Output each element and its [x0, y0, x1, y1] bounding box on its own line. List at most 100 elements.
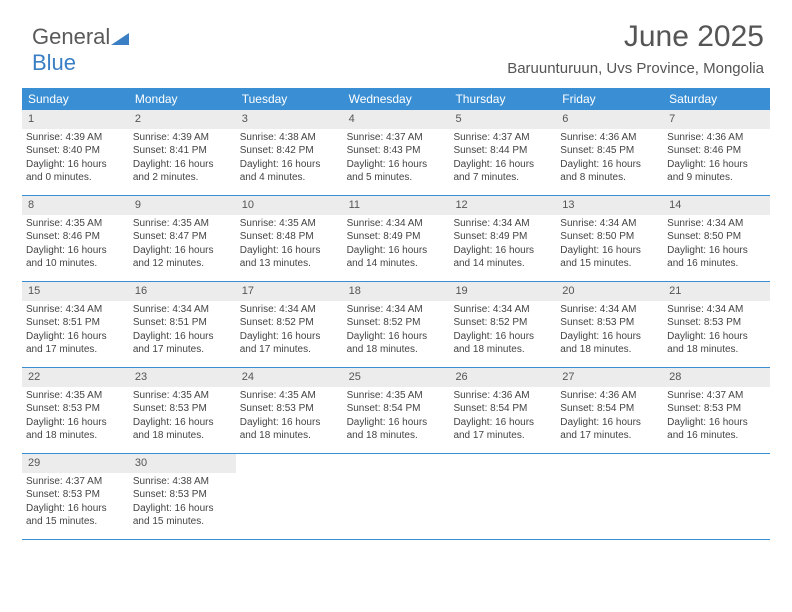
daylight-line: Daylight: 16 hours and 15 minutes.	[133, 502, 232, 529]
day-body: Sunrise: 4:35 AMSunset: 8:47 PMDaylight:…	[129, 215, 236, 277]
weekday-header: Tuesday	[236, 88, 343, 110]
sunrise-line: Sunrise: 4:37 AM	[667, 389, 766, 403]
day-number: 30	[129, 454, 236, 473]
weekday-header: Wednesday	[343, 88, 450, 110]
daylight-line: Daylight: 16 hours and 18 minutes.	[560, 330, 659, 357]
weekday-header: Thursday	[449, 88, 556, 110]
sunrise-line: Sunrise: 4:35 AM	[240, 217, 339, 231]
day-body: Sunrise: 4:37 AMSunset: 8:44 PMDaylight:…	[449, 129, 556, 191]
day-cell: 18Sunrise: 4:34 AMSunset: 8:52 PMDayligh…	[343, 282, 450, 367]
sunset-line: Sunset: 8:53 PM	[560, 316, 659, 330]
sunset-line: Sunset: 8:40 PM	[26, 144, 125, 158]
weekday-header: Sunday	[22, 88, 129, 110]
sunrise-line: Sunrise: 4:35 AM	[26, 217, 125, 231]
day-cell: 4Sunrise: 4:37 AMSunset: 8:43 PMDaylight…	[343, 110, 450, 195]
sunset-line: Sunset: 8:41 PM	[133, 144, 232, 158]
sunrise-line: Sunrise: 4:36 AM	[667, 131, 766, 145]
sunset-line: Sunset: 8:52 PM	[453, 316, 552, 330]
daylight-line: Daylight: 16 hours and 18 minutes.	[347, 416, 446, 443]
day-body: Sunrise: 4:34 AMSunset: 8:50 PMDaylight:…	[663, 215, 770, 277]
day-cell: 10Sunrise: 4:35 AMSunset: 8:48 PMDayligh…	[236, 196, 343, 281]
day-cell: 25Sunrise: 4:35 AMSunset: 8:54 PMDayligh…	[343, 368, 450, 453]
daylight-line: Daylight: 16 hours and 15 minutes.	[560, 244, 659, 271]
sunrise-line: Sunrise: 4:39 AM	[133, 131, 232, 145]
sunset-line: Sunset: 8:53 PM	[26, 402, 125, 416]
day-cell	[556, 454, 663, 539]
brand-part1: General	[32, 24, 110, 49]
day-body: Sunrise: 4:34 AMSunset: 8:51 PMDaylight:…	[22, 301, 129, 363]
sunrise-line: Sunrise: 4:34 AM	[453, 303, 552, 317]
day-number: 15	[22, 282, 129, 301]
day-cell: 5Sunrise: 4:37 AMSunset: 8:44 PMDaylight…	[449, 110, 556, 195]
day-cell: 11 Sunrise: 4:34 AMSunset: 8:49 PMDayligh…	[343, 196, 450, 281]
day-number: 3	[236, 110, 343, 129]
page-title: June 2025	[624, 20, 764, 54]
day-body: Sunrise: 4:37 AMSunset: 8:53 PMDaylight:…	[22, 473, 129, 535]
brand-triangle-icon	[111, 31, 129, 45]
day-number: 29	[22, 454, 129, 473]
daylight-line: Daylight: 16 hours and 5 minutes.	[347, 158, 446, 185]
day-cell: 30Sunrise: 4:38 AMSunset: 8:53 PMDayligh…	[129, 454, 236, 539]
day-cell: 26Sunrise: 4:36 AMSunset: 8:54 PMDayligh…	[449, 368, 556, 453]
sunset-line: Sunset: 8:52 PM	[347, 316, 446, 330]
sunrise-line: Sunrise: 4:35 AM	[133, 389, 232, 403]
week-row: 1Sunrise: 4:39 AMSunset: 8:40 PMDaylight…	[22, 110, 770, 196]
day-body: Sunrise: 4:39 AMSunset: 8:40 PMDaylight:…	[22, 129, 129, 191]
daylight-line: Daylight: 16 hours and 18 minutes.	[26, 416, 125, 443]
day-cell: 14Sunrise: 4:34 AMSunset: 8:50 PMDayligh…	[663, 196, 770, 281]
day-body: Sunrise: 4:34 AMSunset: 8:52 PMDaylight:…	[236, 301, 343, 363]
day-number: 6	[556, 110, 663, 129]
daylight-line: Daylight: 16 hours and 17 minutes.	[133, 330, 232, 357]
sunset-line: Sunset: 8:46 PM	[26, 230, 125, 244]
day-body: Sunrise: 4:34 AMSunset: 8:52 PMDaylight:…	[449, 301, 556, 363]
sunrise-line: Sunrise: 4:34 AM	[133, 303, 232, 317]
daylight-line: Daylight: 16 hours and 2 minutes.	[133, 158, 232, 185]
daylight-line: Daylight: 16 hours and 15 minutes.	[26, 502, 125, 529]
day-body: Sunrise: 4:39 AMSunset: 8:41 PMDaylight:…	[129, 129, 236, 191]
day-body: Sunrise: 4:35 AMSunset: 8:48 PMDaylight:…	[236, 215, 343, 277]
day-number-empty	[236, 454, 343, 473]
day-number-empty	[663, 454, 770, 473]
day-number: 25	[343, 368, 450, 387]
day-number: 14	[663, 196, 770, 215]
sunset-line: Sunset: 8:47 PM	[133, 230, 232, 244]
day-body: Sunrise: 4:34 AMSunset: 8:50 PMDaylight:…	[556, 215, 663, 277]
sunrise-line: Sunrise: 4:38 AM	[240, 131, 339, 145]
daylight-line: Daylight: 16 hours and 9 minutes.	[667, 158, 766, 185]
sunset-line: Sunset: 8:51 PM	[26, 316, 125, 330]
sunrise-line: Sunrise: 4:34 AM	[26, 303, 125, 317]
day-cell: 3Sunrise: 4:38 AMSunset: 8:42 PMDaylight…	[236, 110, 343, 195]
day-number: 11	[343, 196, 450, 215]
sunset-line: Sunset: 8:51 PM	[133, 316, 232, 330]
day-body: Sunrise: 4:34 AMSunset: 8:53 PMDaylight:…	[663, 301, 770, 363]
day-cell: 23Sunrise: 4:35 AMSunset: 8:53 PMDayligh…	[129, 368, 236, 453]
sunrise-line: Sunrise: 4:39 AM	[26, 131, 125, 145]
sunrise-line: Sunrise: 4:34 AM	[560, 303, 659, 317]
sunset-line: Sunset: 8:44 PM	[453, 144, 552, 158]
day-number: 23	[129, 368, 236, 387]
sunset-line: Sunset: 8:45 PM	[560, 144, 659, 158]
sunset-line: Sunset: 8:54 PM	[347, 402, 446, 416]
day-body: Sunrise: 4:36 AMSunset: 8:54 PMDaylight:…	[556, 387, 663, 449]
sunset-line: Sunset: 8:49 PM	[453, 230, 552, 244]
day-number: 2	[129, 110, 236, 129]
day-cell: 16Sunrise: 4:34 AMSunset: 8:51 PMDayligh…	[129, 282, 236, 367]
daylight-line: Daylight: 16 hours and 14 minutes.	[347, 244, 446, 271]
daylight-line: Daylight: 16 hours and 17 minutes.	[26, 330, 125, 357]
day-cell: 20Sunrise: 4:34 AMSunset: 8:53 PMDayligh…	[556, 282, 663, 367]
sunrise-line: Sunrise: 4:35 AM	[133, 217, 232, 231]
day-cell	[343, 454, 450, 539]
sunrise-line: Sunrise: 4:34 AM	[240, 303, 339, 317]
sunrise-line: Sunrise: 4:38 AM	[133, 475, 232, 489]
sunset-line: Sunset: 8:50 PM	[560, 230, 659, 244]
calendar-grid: SundayMondayTuesdayWednesdayThursdayFrid…	[22, 88, 770, 540]
sunset-line: Sunset: 8:49 PM	[347, 230, 446, 244]
daylight-line: Daylight: 16 hours and 18 minutes.	[240, 416, 339, 443]
sunrise-line: Sunrise: 4:37 AM	[347, 131, 446, 145]
day-body: Sunrise: 4:34 AMSunset: 8:53 PMDaylight:…	[556, 301, 663, 363]
day-body: Sunrise: 4:35 AMSunset: 8:46 PMDaylight:…	[22, 215, 129, 277]
week-row: 29Sunrise: 4:37 AMSunset: 8:53 PMDayligh…	[22, 454, 770, 540]
day-body: Sunrise: 4:37 AMSunset: 8:43 PMDaylight:…	[343, 129, 450, 191]
sunrise-line: Sunrise: 4:34 AM	[347, 217, 446, 231]
day-body: Sunrise: 4:34 AMSunset: 8:49 PMDaylight:…	[449, 215, 556, 277]
